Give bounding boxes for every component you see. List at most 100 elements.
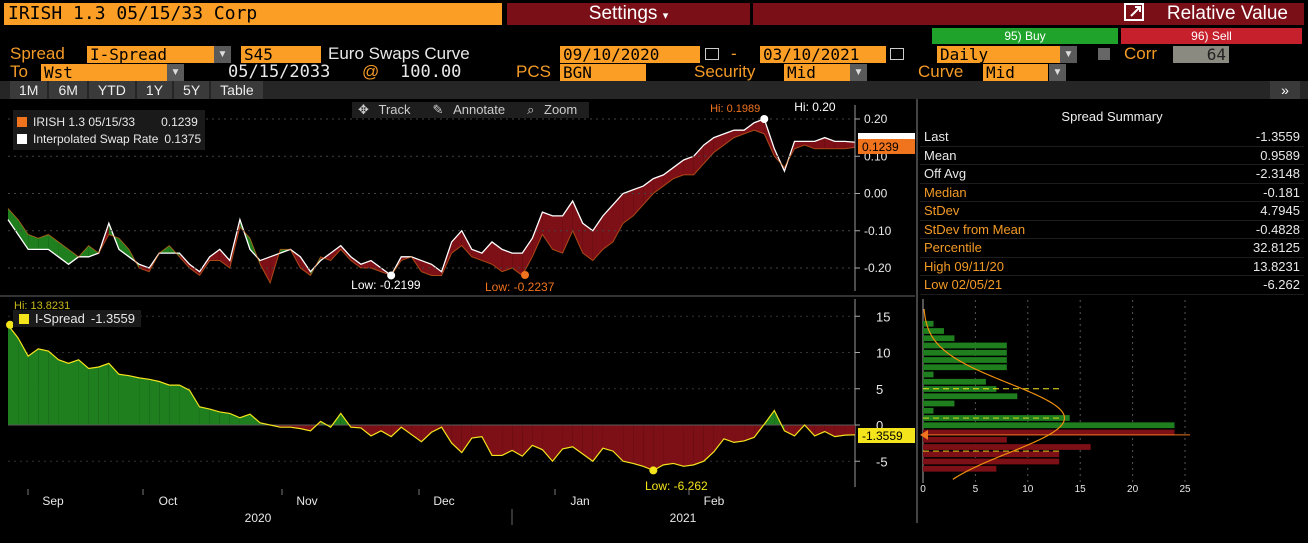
spread-area-segment <box>814 425 825 436</box>
summary-row: Median -0.181 <box>920 184 1304 202</box>
spread-fill-segment <box>451 230 462 254</box>
tab-ytd[interactable]: YTD <box>88 81 135 99</box>
hist-last-arrow <box>920 429 928 440</box>
relative-value-button[interactable]: Relative Value <box>753 3 1304 25</box>
to-dropdown-icon[interactable]: ▼ <box>167 64 184 81</box>
tab-5y[interactable]: 5Y <box>174 81 210 99</box>
summary-value: 0.9589 <box>1260 147 1300 163</box>
start-date-input[interactable]: 09/10/2020 <box>560 46 700 63</box>
chart-toolbar: ✥ Track ✎ Annotate ⌕ Zoom <box>352 102 590 118</box>
tab-1m[interactable]: 1M <box>10 81 48 99</box>
spread-select[interactable]: I-Spread <box>87 46 214 63</box>
spread-area-segment <box>8 324 19 425</box>
curve-code-input[interactable]: S45 <box>241 46 321 63</box>
spread-area-segment <box>461 425 472 453</box>
spread-area-segment <box>481 425 492 456</box>
legend-swap-name: Interpolated Swap Rate <box>33 131 159 146</box>
to-select[interactable]: Wst <box>41 64 167 81</box>
security-select[interactable]: Mid <box>784 64 850 81</box>
spread-area-segment <box>28 348 39 425</box>
spread-dropdown-icon[interactable]: ▼ <box>214 46 231 63</box>
curve-select[interactable]: Mid <box>983 64 1048 81</box>
spread-area-segment <box>98 363 109 425</box>
x-month-label: Nov <box>296 494 317 508</box>
security-dropdown-icon[interactable]: ▼ <box>850 64 867 81</box>
corr-value[interactable]: 64 <box>1173 46 1229 63</box>
spread-fill-segment <box>461 230 472 257</box>
spread-area-segment <box>844 425 855 436</box>
spread-area-segment <box>784 425 795 436</box>
tab-table[interactable]: Table <box>211 81 263 99</box>
spread-fill-segment <box>320 253 331 261</box>
summary-row: StDev from Mean -0.4828 <box>920 221 1304 239</box>
spread-fill-segment <box>683 156 694 175</box>
hist-bar <box>923 364 1007 371</box>
normal-distribution-curve <box>923 308 1066 480</box>
legend-item-bond[interactable]: IRISH 1.3 05/15/33 0.1239 <box>17 113 201 130</box>
tab-1y[interactable]: 1Y <box>136 81 173 99</box>
spread-area-segment <box>623 425 634 464</box>
tab-6m[interactable]: 6M <box>49 81 87 99</box>
corr-checkbox[interactable] <box>1098 48 1110 60</box>
x-month-label: Jan <box>570 494 589 508</box>
spread-area-segment <box>88 367 99 425</box>
spread-fill-segment <box>209 249 220 261</box>
spread-fill-segment <box>673 159 684 179</box>
low-annotation: Low: -6.262 <box>645 479 708 493</box>
sell-button[interactable]: 96) Sell <box>1121 28 1302 44</box>
spread-fill-segment <box>28 234 39 250</box>
x-month-label: Feb <box>704 494 725 508</box>
spread-area-segment <box>169 385 180 425</box>
curve-dropdown-icon[interactable]: ▼ <box>1049 64 1066 81</box>
spread-fill-segment <box>219 249 230 268</box>
low-marker-swap <box>387 271 396 280</box>
expand-panel-button[interactable]: » <box>1270 81 1300 99</box>
spread-fill-segment <box>522 238 533 276</box>
spread-area-segment <box>68 359 79 425</box>
to-date: 05/15/2033 <box>228 62 331 82</box>
hist-x-tick-label: 20 <box>1127 484 1139 495</box>
spread-area-segment <box>139 377 150 425</box>
summary-value: 32.8125 <box>1253 240 1300 255</box>
calendar-icon[interactable] <box>705 48 719 60</box>
hist-bar <box>923 328 944 334</box>
zoom-tool[interactable]: ⌕ Zoom <box>521 102 589 118</box>
spread-area-segment <box>179 385 190 425</box>
legend-spread-value: -1.3559 <box>90 311 135 326</box>
end-date-input[interactable]: 03/10/2021 <box>760 46 886 63</box>
spread-area-segment <box>824 425 835 437</box>
y-tick-label: -0.10 <box>864 224 892 238</box>
spread-fill-segment <box>481 241 492 265</box>
hist-bar <box>923 349 1007 356</box>
settings-button[interactable]: Settings ▾ <box>507 3 750 25</box>
track-tool[interactable]: ✥ Track <box>352 102 423 118</box>
spread-fill-segment <box>713 133 724 153</box>
bond-yield-line <box>7 129 856 285</box>
spread-area-segment <box>633 425 644 467</box>
spread-area-segment <box>48 351 59 425</box>
hist-x-tick-label: 5 <box>973 484 979 495</box>
low-marker <box>649 466 658 475</box>
price-value: 100.00 <box>400 62 462 82</box>
security-ticker[interactable]: IRISH 1.3 05/15/33 Corp <box>4 3 502 25</box>
annotate-tool[interactable]: ✎ Annotate <box>427 102 518 118</box>
pcs-input[interactable]: BGN <box>560 64 646 81</box>
buy-button[interactable]: 95) Buy <box>932 28 1118 44</box>
calendar-icon[interactable] <box>890 48 904 60</box>
spread-area-segment <box>78 359 89 425</box>
frequency-dropdown-icon[interactable]: ▼ <box>1060 46 1077 63</box>
summary-value: -0.4828 <box>1255 221 1300 237</box>
spread-area-segment <box>582 425 593 462</box>
legend-item-swap[interactable]: Interpolated Swap Rate 0.1375 <box>17 130 201 147</box>
curve-label: Curve <box>918 62 964 81</box>
spread-area-segment <box>693 425 704 465</box>
bottom-chart-legend[interactable]: I-Spread -1.3559 <box>13 310 141 327</box>
to-label: To <box>10 62 28 81</box>
summary-value: 13.8231 <box>1253 258 1300 274</box>
x-year-label: 2021 <box>670 511 697 525</box>
spread-fill-segment <box>542 212 553 250</box>
frequency-select[interactable]: Daily <box>937 46 1060 63</box>
bond-last-tag-label: 0.1239 <box>862 140 899 154</box>
spread-area-segment <box>653 425 664 471</box>
